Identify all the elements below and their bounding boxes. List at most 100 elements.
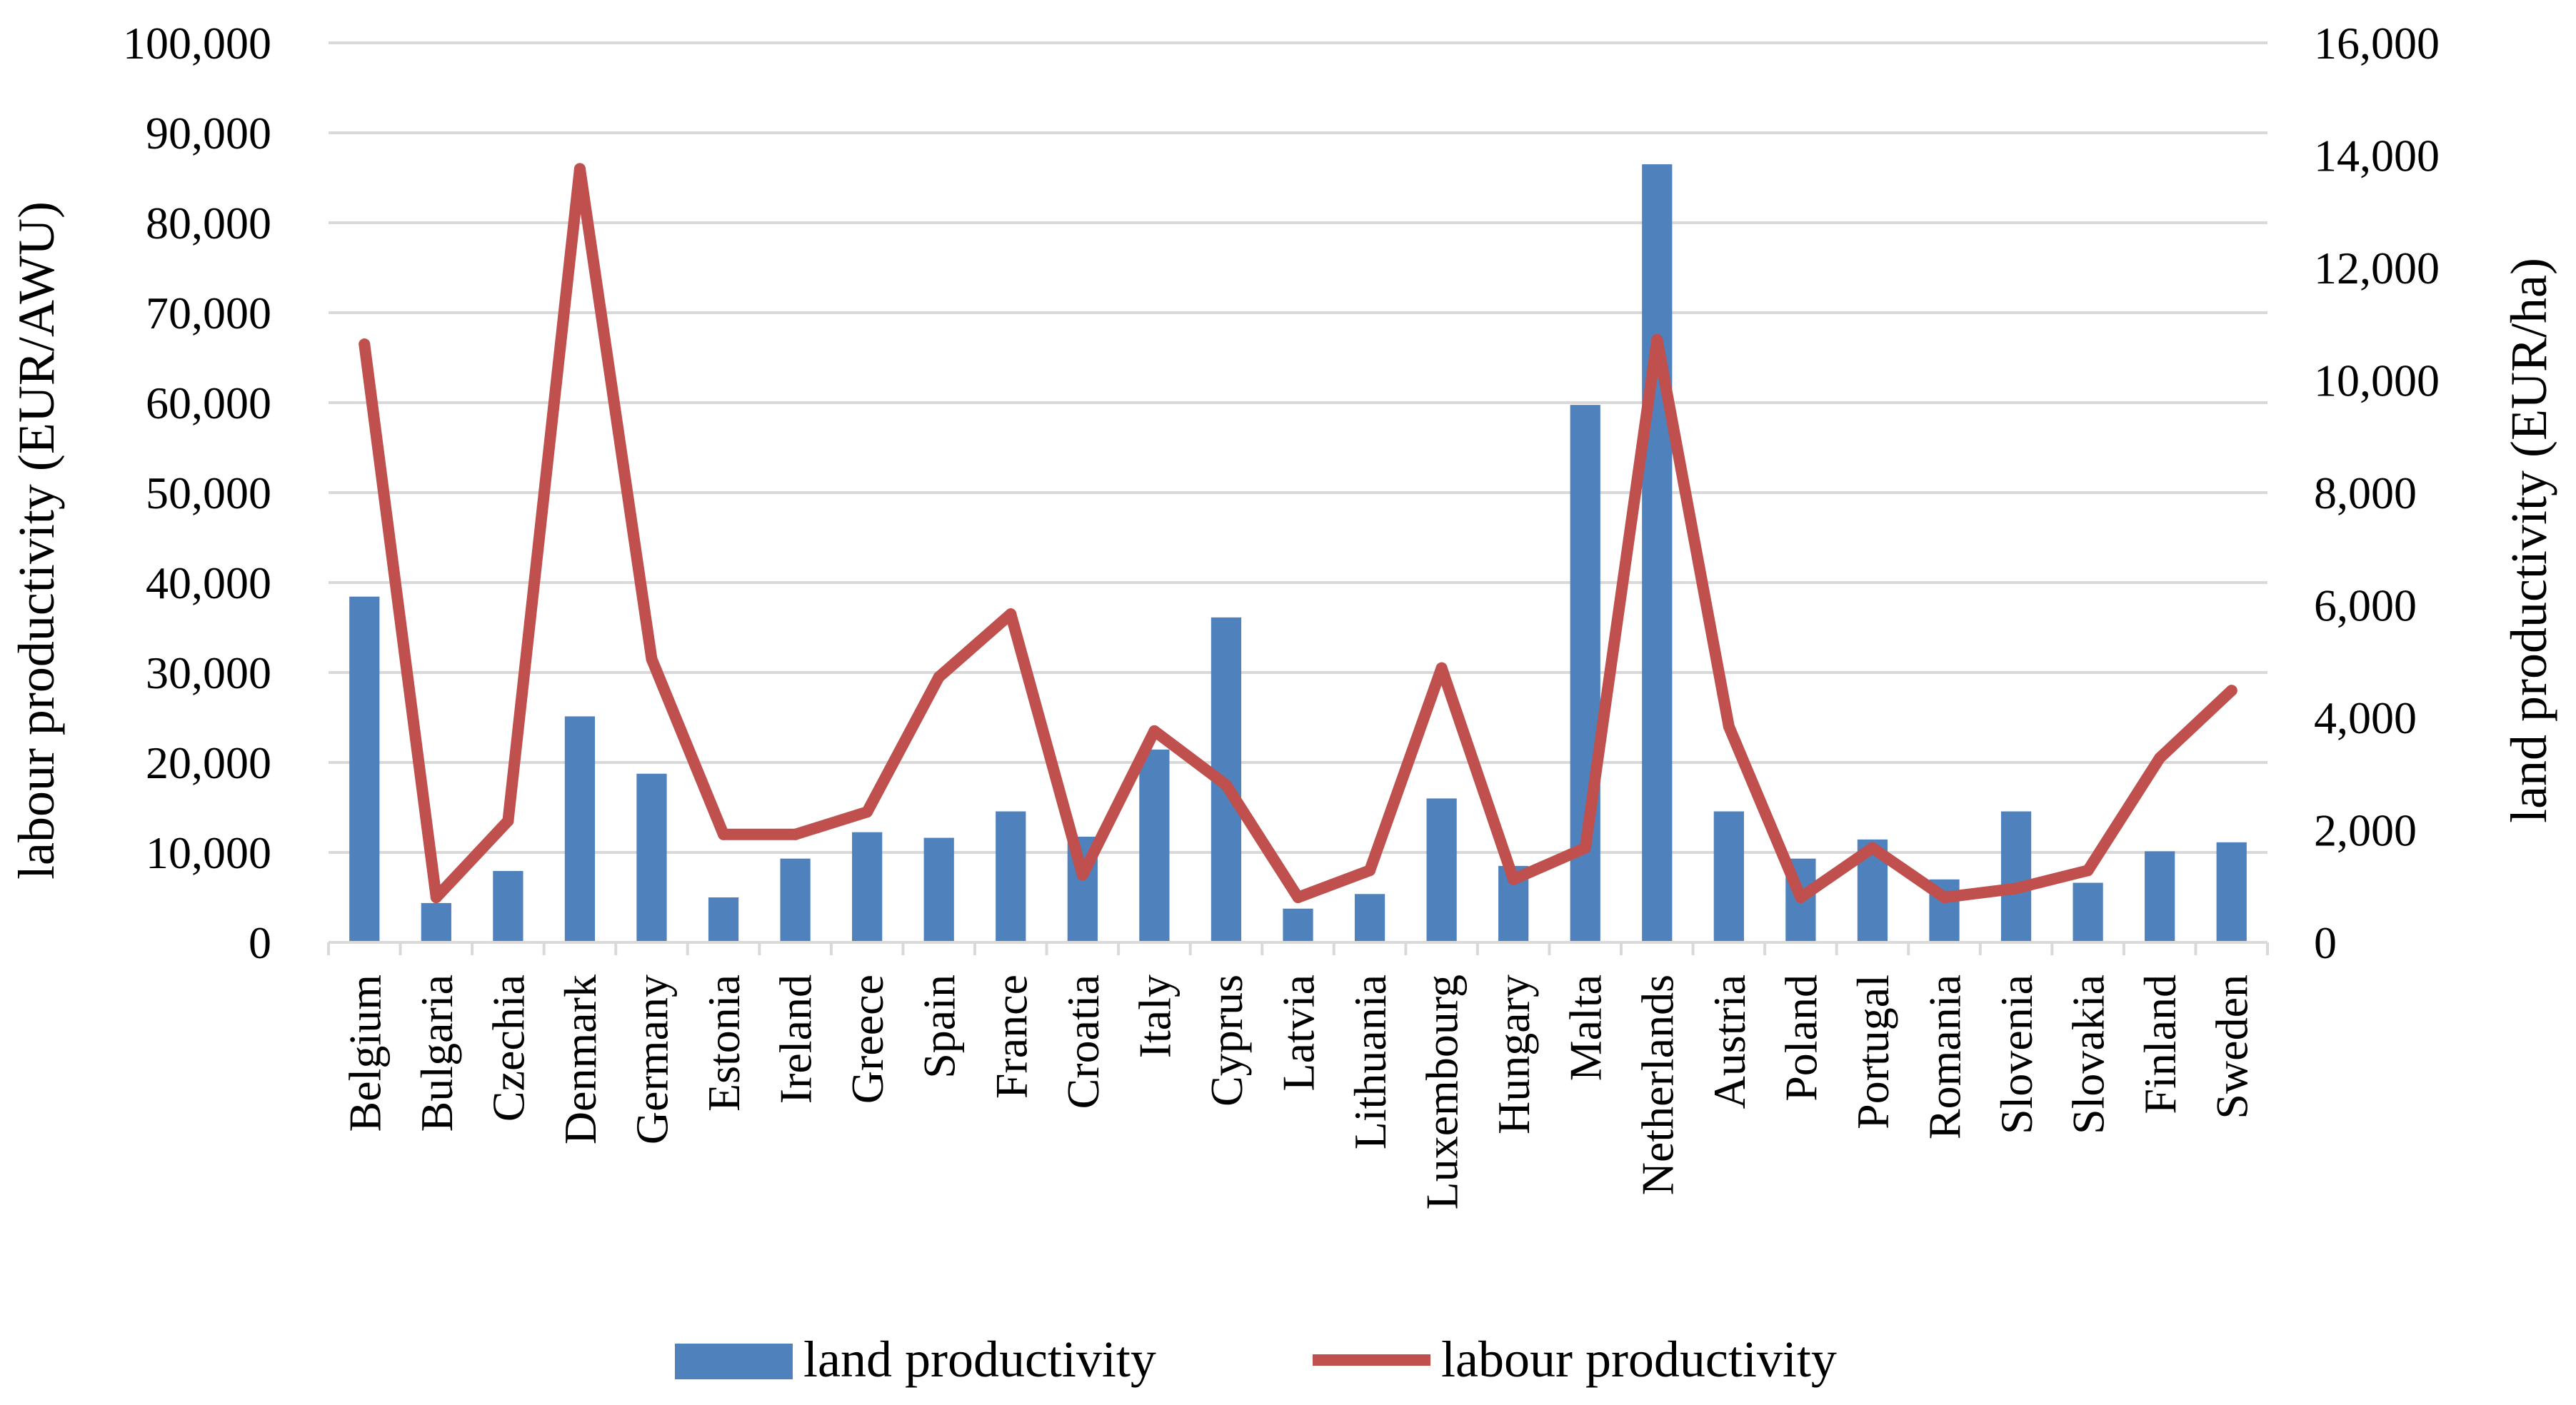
point-portugal [1866, 842, 1878, 854]
point-italy [1148, 725, 1161, 737]
point-germany [646, 653, 658, 665]
legend: land productivity labour productivity [675, 1331, 1837, 1388]
right-tick-label: 6,000 [2314, 580, 2417, 631]
right-tick-label: 8,000 [2314, 468, 2417, 518]
right-tick-label: 14,000 [2314, 131, 2440, 181]
point-croatia [1076, 869, 1088, 881]
bar-greece [852, 832, 883, 942]
left-tick-label: 80,000 [146, 198, 271, 248]
point-malta [1579, 842, 1591, 854]
category-label: Belgium [339, 975, 390, 1132]
category-label: Hungary [1488, 975, 1539, 1134]
point-cyprus [1220, 779, 1232, 791]
point-romania [1938, 892, 1950, 903]
point-belgium [359, 338, 371, 351]
bar-lithuania [1354, 894, 1385, 942]
category-label: Germany [627, 975, 678, 1144]
bar-spain [923, 837, 954, 942]
category-label: Poland [1775, 975, 1826, 1102]
category-label: Spain [914, 975, 965, 1079]
bar-finland [2145, 851, 2175, 942]
category-label: Latvia [1273, 975, 1324, 1091]
category-label: Italy [1129, 975, 1180, 1058]
left-tick-label: 60,000 [146, 378, 271, 428]
point-ireland [789, 828, 801, 840]
left-tick-label: 20,000 [146, 737, 271, 788]
point-estonia [718, 828, 730, 840]
category-label: Slovenia [1991, 975, 2042, 1134]
bar-ireland [780, 858, 811, 942]
bar-bulgaria [421, 902, 451, 942]
category-label: Netherlands [1632, 975, 1683, 1195]
category-label: France [986, 975, 1036, 1099]
category-label: Sweden [2207, 975, 2257, 1119]
left-tick-label: 10,000 [146, 827, 271, 878]
left-axis-ticks: 0 10,000 20,000 30,000 40,000 50,000 60,000 70,… [123, 18, 271, 968]
left-tick-label: 100,000 [123, 18, 271, 69]
bar-malta [1570, 405, 1600, 942]
left-tick-label: 40,000 [146, 558, 271, 608]
right-axis-title: land productivity (EUR/ha) [2500, 258, 2557, 823]
bar-germany [636, 773, 667, 942]
bar-sweden [2216, 842, 2247, 942]
bar-slovenia [2000, 811, 2032, 942]
category-label: Czechia [483, 975, 533, 1122]
left-axis-title: labour productivity (EUR/AWU) [8, 201, 65, 880]
point-finland [2154, 752, 2166, 764]
category-label: Estonia [698, 975, 749, 1112]
category-labels: Belgium Bulgaria Czechia Denmark Germany Esto… [339, 975, 2257, 1209]
labour-productivity-line [359, 163, 2237, 903]
category-label: Greece [842, 975, 893, 1104]
category-label: Malta [1560, 975, 1611, 1081]
bar-slovakia [2073, 882, 2103, 942]
bar-france [996, 811, 1026, 942]
point-lithuania [1364, 865, 1376, 877]
point-france [1005, 608, 1017, 620]
bar-denmark [564, 716, 596, 942]
right-tick-label: 2,000 [2314, 805, 2417, 856]
bar-belgium [349, 596, 380, 942]
point-poland [1795, 892, 1807, 903]
category-label: Croatia [1058, 975, 1108, 1109]
category-label: Lithuania [1345, 975, 1395, 1149]
bar-italy [1139, 749, 1170, 942]
point-austria [1723, 720, 1735, 732]
bar-austria [1713, 811, 1744, 942]
bar-luxembourg [1426, 798, 1457, 942]
right-tick-label: 4,000 [2314, 693, 2417, 743]
axes [327, 941, 2269, 955]
category-label: Portugal [1848, 975, 1898, 1129]
left-tick-label: 70,000 [146, 288, 271, 338]
left-tick-label: 90,000 [146, 108, 271, 158]
point-luxembourg [1435, 662, 1448, 674]
category-label: Bulgaria [411, 975, 462, 1132]
right-tick-label: 10,000 [2314, 356, 2440, 406]
point-latvia [1292, 892, 1304, 903]
point-slovakia [2082, 865, 2094, 877]
category-label: Ireland [771, 975, 821, 1104]
category-label: Romania [1920, 975, 1970, 1139]
right-axis-ticks: 0 2,000 4,000 6,000 8,000 10,000 12,000 14,000 1… [2314, 18, 2440, 968]
left-tick-label: 0 [249, 917, 271, 968]
bar-estonia [708, 897, 739, 942]
bar-latvia [1283, 908, 1313, 942]
point-hungary [1508, 873, 1520, 885]
bar-netherlands [1642, 164, 1673, 943]
right-tick-label: 16,000 [2314, 18, 2440, 69]
left-tick-label: 50,000 [146, 468, 271, 518]
category-label: Austria [1704, 975, 1755, 1109]
legend-swatch-land-productivity [675, 1344, 793, 1379]
point-sweden [2225, 685, 2237, 697]
category-label: Slovakia [2063, 975, 2114, 1134]
point-greece [861, 806, 873, 818]
left-tick-label: 30,000 [146, 648, 271, 698]
category-label: Finland [2135, 975, 2185, 1114]
right-tick-label: 12,000 [2314, 243, 2440, 293]
legend-label-land-productivity: land productivity [803, 1331, 1156, 1388]
point-spain [933, 671, 945, 683]
category-label: Cyprus [1201, 975, 1252, 1107]
category-label: Luxembourg [1417, 975, 1468, 1209]
category-label: Denmark [555, 975, 606, 1144]
point-czechia [502, 815, 514, 827]
